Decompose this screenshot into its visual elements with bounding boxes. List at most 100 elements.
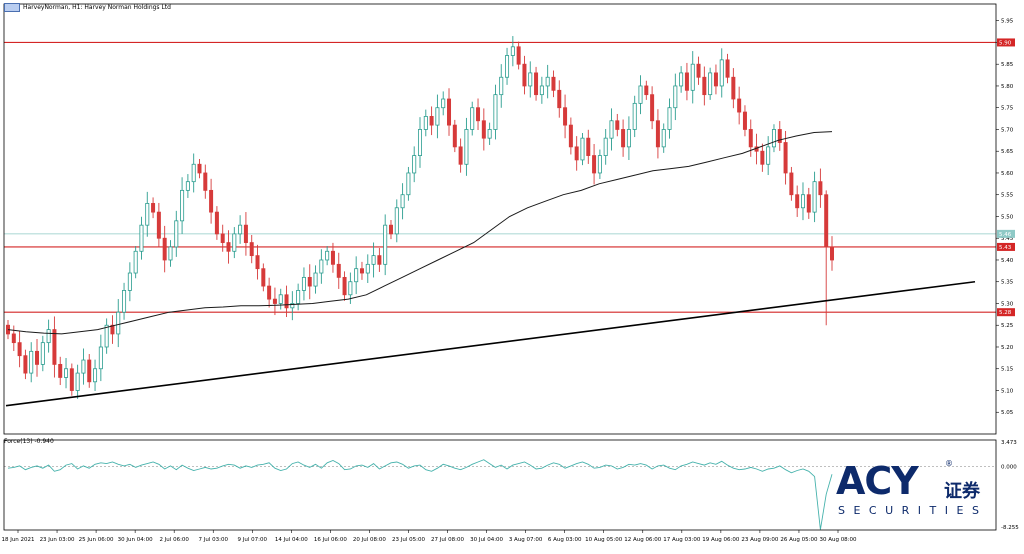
x-tick-label: 3 Aug 07:00 (509, 537, 543, 543)
candle-body (731, 76, 736, 100)
price-panel (4, 36, 996, 407)
logo-subtitle: SECURITIES (838, 504, 988, 517)
y-tick-label: 5.40 (1001, 258, 1014, 264)
y-tick-label: 5.70 (1001, 127, 1014, 133)
candle-body (348, 281, 353, 296)
level-price-label: 5.43 (999, 245, 1012, 251)
candle-body (522, 63, 527, 87)
candle-body (93, 368, 98, 383)
x-tick-label: 23 Aug 09:00 (741, 537, 779, 543)
current-price-box (997, 229, 1015, 238)
x-tick-label: 10 Aug 05:00 (585, 537, 623, 543)
candle-body (795, 194, 800, 209)
candle-body (800, 194, 805, 209)
candle-body (365, 263, 370, 274)
y-tick-label: 5.15 (1001, 367, 1014, 373)
candle-body (238, 224, 243, 235)
trend-line (5, 280, 976, 407)
candle-body (243, 224, 248, 243)
candle-body (452, 124, 457, 148)
candle-body (330, 250, 335, 265)
candle-body (586, 137, 591, 156)
candle-body (296, 290, 301, 304)
candle-body (499, 76, 504, 96)
y-tick-label: 5.20 (1001, 345, 1014, 351)
force-panel (4, 459, 996, 530)
candle-body (766, 146, 771, 165)
candle-body (481, 120, 486, 139)
candle-body (609, 120, 614, 139)
candle-body (516, 46, 521, 65)
candle-body (185, 181, 190, 191)
candle-body (197, 163, 202, 174)
level-price-box (997, 38, 1015, 47)
candle-body (824, 194, 829, 248)
candle-body (400, 194, 405, 209)
candle-body (458, 146, 463, 165)
candle-body (139, 224, 144, 252)
candle-body (406, 172, 411, 196)
candle-body (650, 94, 655, 122)
candle-body (226, 242, 231, 252)
candle-body (46, 329, 51, 344)
candle-body (40, 342, 45, 365)
candle-body (180, 189, 185, 222)
x-tick-label: 20 Jul 08:00 (353, 537, 386, 543)
candle-body (232, 233, 237, 252)
candle-body (812, 181, 817, 213)
candle-body (679, 72, 684, 87)
candle-body (603, 137, 608, 156)
candle-body (435, 107, 440, 126)
candle-body (145, 203, 150, 226)
x-tick-label: 9 Jul 07:00 (238, 537, 268, 543)
candle-body (98, 346, 103, 370)
candle-body (81, 359, 86, 374)
x-tick-label: 7 Jul 03:00 (198, 537, 228, 543)
candle-body (621, 129, 626, 148)
candle-body (737, 98, 742, 113)
candle-body (702, 76, 707, 96)
candle-body (661, 129, 666, 148)
y-tick-label: 5.60 (1001, 171, 1014, 177)
candle-body (684, 72, 689, 91)
candle-body (342, 276, 347, 296)
candle-body (464, 129, 469, 165)
candle-body (388, 224, 393, 235)
candle-body (592, 155, 597, 174)
candle-body (319, 259, 324, 274)
x-tick-label: 23 Jun 03:00 (40, 537, 75, 543)
candle-body (597, 155, 602, 174)
chart-header: HarveyNorman, H1: Harvey Norman Holdings… (4, 3, 171, 12)
candle-body (818, 181, 823, 196)
force-tick-label: -8.255 (1001, 525, 1019, 531)
logo-chinese: 证券 (944, 481, 980, 502)
logo-brand: ACY (836, 459, 919, 503)
y-tick-label: 5.25 (1001, 323, 1014, 329)
y-tick-label: 5.10 (1001, 388, 1014, 394)
x-tick-label: 27 Jul 08:00 (431, 537, 464, 543)
candle-body (417, 129, 422, 156)
candle-body (568, 124, 573, 148)
candle-body (615, 120, 620, 130)
y-tick-label: 5.35 (1001, 280, 1014, 286)
candle-body (151, 203, 156, 213)
x-tick-label: 19 Aug 06:00 (702, 537, 740, 543)
candle-body (551, 76, 556, 91)
candle-body (168, 246, 173, 261)
y-tick-label: 5.30 (1001, 301, 1014, 307)
x-tick-label: 23 Jul 05:00 (392, 537, 425, 543)
candle-body (162, 237, 167, 261)
candle-body (789, 172, 794, 196)
candle-body (696, 63, 701, 78)
x-tick-label: 12 Aug 06:00 (624, 537, 662, 543)
y-tick-label: 5.75 (1001, 106, 1014, 112)
candle-body (35, 350, 40, 365)
candle-body (249, 242, 254, 257)
candle-body (359, 268, 364, 274)
candle-body (830, 246, 835, 261)
x-tick-label: 17 Aug 03:00 (663, 537, 701, 543)
candle-body (771, 129, 776, 148)
current-price-label: 5.46 (999, 232, 1012, 238)
candle-body (383, 224, 388, 265)
